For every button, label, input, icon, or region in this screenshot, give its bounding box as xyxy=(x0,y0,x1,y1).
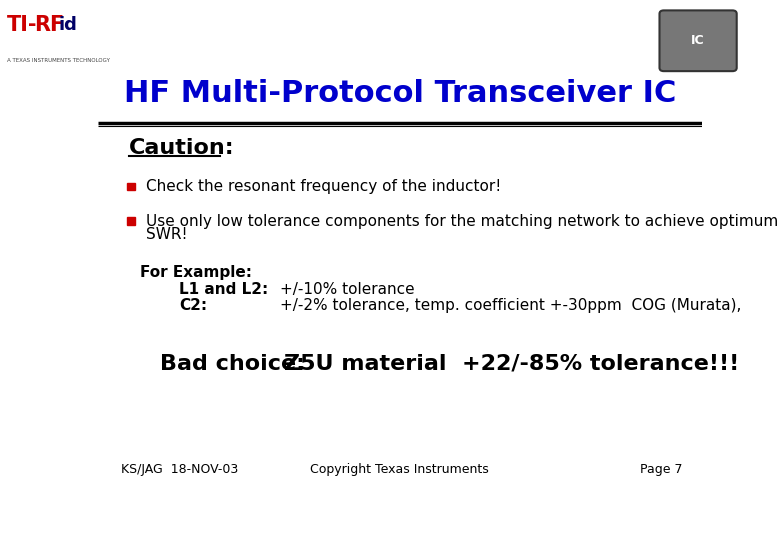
Text: Bad choice:: Bad choice: xyxy=(159,354,304,374)
Text: TI-: TI- xyxy=(6,15,37,35)
Text: HF Multi-Protocol Transceiver IC: HF Multi-Protocol Transceiver IC xyxy=(123,79,676,108)
Text: Page 7: Page 7 xyxy=(640,463,682,476)
Text: KS/JAG  18-NOV-03: KS/JAG 18-NOV-03 xyxy=(121,463,238,476)
Bar xyxy=(127,183,135,190)
Text: Caution:: Caution: xyxy=(129,138,234,158)
Text: Z5U material  +22/-85% tolerance!!!: Z5U material +22/-85% tolerance!!! xyxy=(283,354,739,374)
Text: L1 and L2:: L1 and L2: xyxy=(179,282,268,297)
Text: SWR!: SWR! xyxy=(147,227,188,242)
Text: A TEXAS INSTRUMENTS TECHNOLOGY: A TEXAS INSTRUMENTS TECHNOLOGY xyxy=(6,58,109,63)
Text: IC: IC xyxy=(691,34,705,48)
Text: Copyright Texas Instruments: Copyright Texas Instruments xyxy=(310,463,489,476)
FancyBboxPatch shape xyxy=(659,10,736,71)
Text: RF: RF xyxy=(34,15,64,35)
Text: +/-2% tolerance, temp. coefficient +-30ppm  COG (Murata),: +/-2% tolerance, temp. coefficient +-30p… xyxy=(279,298,741,313)
Text: C2:: C2: xyxy=(179,298,207,313)
Text: +/-10% tolerance: +/-10% tolerance xyxy=(279,282,414,297)
Text: id: id xyxy=(58,16,77,34)
Text: Use only low tolerance components for the matching network to achieve optimum: Use only low tolerance components for th… xyxy=(147,214,778,228)
Text: Check the resonant frequency of the inductor!: Check the resonant frequency of the indu… xyxy=(147,179,502,194)
Bar xyxy=(127,217,135,225)
Text: For Example:: For Example: xyxy=(140,265,252,280)
